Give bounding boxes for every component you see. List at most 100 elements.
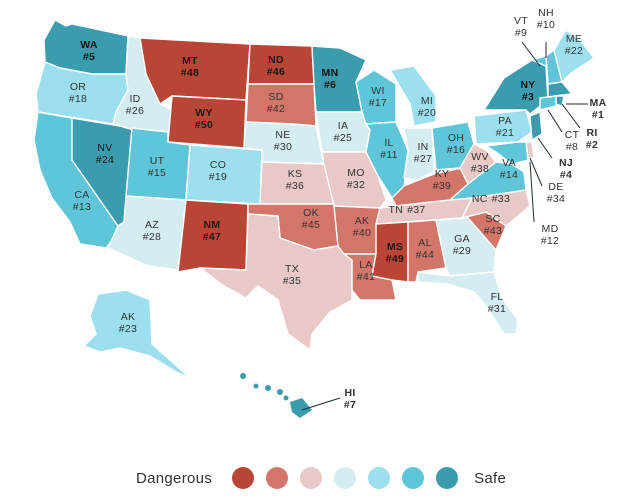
label-rank-AZ: #28: [143, 231, 161, 243]
label-abbr-VT: VT: [514, 15, 528, 27]
state-WV[interactable]: [459, 143, 497, 185]
svg-text:SC#43: SC #43: [484, 213, 502, 237]
callout-lines: [301, 41, 588, 411]
state-MI[interactable]: [389, 65, 437, 127]
label-rank-AL: #44: [416, 249, 434, 261]
label-rank-MD: #12: [541, 235, 559, 247]
svg-text:CO#19: CO #19: [209, 159, 227, 183]
label-abbr-ME: ME: [566, 33, 582, 45]
svg-text:ND#46: ND #46: [267, 54, 285, 78]
label-abbr-NM: NM: [204, 219, 221, 231]
label-abbr-SC: SC: [485, 213, 500, 225]
svg-text:IN#27: IN #27: [414, 141, 432, 165]
label-rank-KS: #36: [286, 180, 304, 192]
state-HI[interactable]: [240, 373, 312, 418]
label-rank-IL: #11: [380, 149, 398, 161]
legend: Dangerous Safe: [136, 464, 506, 492]
svg-text:FL#31: FL #31: [488, 291, 506, 315]
svg-text:IA#25: IA #25: [334, 120, 352, 144]
svg-text:OR#18: OR #18: [69, 81, 87, 105]
label-rank-AR: #40: [353, 227, 371, 239]
label-rank-ID: #26: [126, 105, 144, 117]
legend-swatch: [266, 467, 289, 489]
label-abbr-CA: CA: [74, 189, 89, 201]
label-rank-DE: #34: [547, 193, 565, 205]
svg-text:AZ#28: AZ #28: [143, 219, 161, 243]
state-labels: WA #5 OR #18 CA #13 NV #24 ID #26 MT #48 WY #50…: [69, 7, 607, 411]
svg-text:NC#33: NC #33: [472, 193, 510, 205]
svg-text:NH#10: NH #10: [537, 7, 555, 31]
state-PA[interactable]: [473, 109, 533, 145]
label-rank-NV: #24: [96, 154, 114, 166]
label-abbr-ND: ND: [268, 54, 284, 66]
state-TX[interactable]: [199, 213, 353, 351]
svg-text:SD#42: SD #42: [267, 91, 285, 115]
legend-swatch: [300, 467, 323, 489]
state-CT[interactable]: [539, 95, 557, 111]
svg-text:UT#15: UT #15: [148, 155, 166, 179]
legend-swatch: [436, 467, 459, 489]
label-abbr-RI: RI: [586, 127, 597, 139]
label-abbr-AZ: AZ: [145, 219, 159, 231]
label-abbr-WI: WI: [371, 85, 384, 97]
svg-text:GA#29: GA #29: [453, 233, 471, 257]
label-abbr-MT: MT: [182, 55, 198, 67]
label-rank-KY: #39: [433, 180, 451, 192]
state-MA[interactable]: [547, 81, 573, 99]
legend-dangerous-label: Dangerous: [136, 469, 213, 487]
svg-text:KS#36: KS #36: [286, 168, 304, 192]
label-rank-TN: #37: [407, 204, 425, 216]
svg-text:PA#21: PA #21: [496, 115, 514, 139]
state-NJ[interactable]: [529, 111, 543, 141]
label-rank-NY: #3: [522, 91, 534, 103]
label-abbr-MN: MN: [322, 67, 339, 79]
label-abbr-NY: NY: [520, 79, 535, 91]
svg-text:TN#37: TN #37: [388, 204, 425, 216]
label-rank-CT: #8: [566, 141, 578, 153]
legend-swatches: [226, 467, 464, 489]
svg-text:RI#2: RI #2: [586, 127, 598, 151]
label-abbr-CO: CO: [210, 159, 226, 171]
state-FL[interactable]: [417, 271, 519, 335]
label-rank-CO: #19: [209, 171, 227, 183]
label-abbr-OK: OK: [303, 207, 319, 219]
state-MN[interactable]: [311, 45, 367, 113]
svg-text:AK#40: AK #40: [353, 215, 371, 239]
label-rank-WV: #38: [471, 163, 489, 175]
svg-text:NY#3: NY #3: [520, 79, 535, 103]
svg-text:IL#11: IL #11: [380, 137, 398, 161]
label-rank-NJ: #4: [560, 169, 572, 181]
label-rank-RI: #2: [586, 139, 598, 151]
label-abbr-VA: VA: [502, 157, 516, 169]
label-abbr-GA: GA: [454, 233, 470, 245]
label-abbr-KS: KS: [288, 168, 303, 180]
label-abbr-MD: MD: [542, 223, 559, 235]
label-rank-WI: #17: [369, 97, 387, 109]
label-rank-SC: #43: [484, 225, 502, 237]
label-abbr-KY: KY: [435, 168, 450, 180]
svg-text:WA#5: WA #5: [80, 39, 98, 63]
svg-text:AK#23: AK #23: [119, 311, 137, 335]
label-abbr-HI: HI: [344, 387, 355, 399]
state-NY[interactable]: [483, 59, 549, 115]
label-rank-ME: #22: [565, 45, 583, 57]
legend-swatch: [402, 467, 425, 489]
state-AK[interactable]: [83, 289, 191, 379]
label-abbr-CT: CT: [565, 129, 580, 141]
label-abbr-IL: IL: [384, 137, 393, 149]
svg-text:MO#32: MO #32: [347, 167, 365, 191]
label-abbr-NE: NE: [275, 129, 290, 141]
label-abbr-OR: OR: [70, 81, 86, 93]
label-rank-PA: #21: [496, 127, 514, 139]
label-abbr-DE: DE: [548, 181, 563, 193]
label-abbr-IA: IA: [338, 120, 349, 132]
label-abbr-AL: AL: [418, 237, 431, 249]
label-rank-MN: #6: [324, 79, 336, 91]
svg-text:HI#7: HI #7: [344, 387, 356, 411]
state-MD[interactable]: [485, 141, 529, 165]
label-abbr-MA: MA: [590, 97, 607, 109]
svg-text:MD#12: MD #12: [541, 223, 559, 247]
label-rank-OK: #45: [302, 219, 320, 231]
label-abbr-WY: WY: [195, 107, 213, 119]
